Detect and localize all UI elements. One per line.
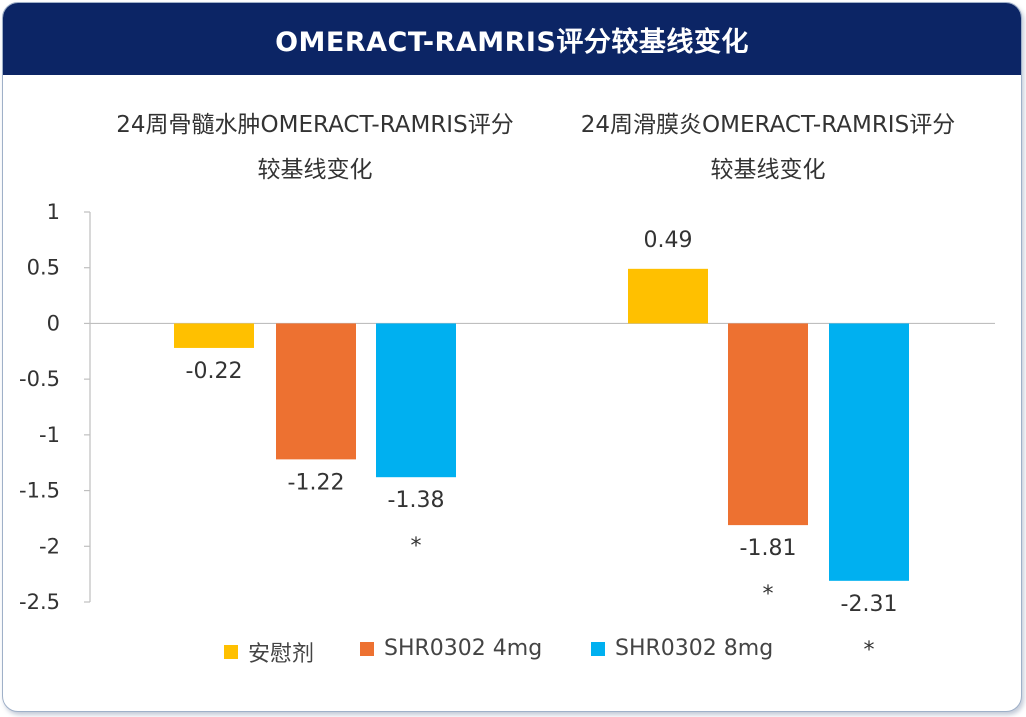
legend-item-4mg: SHR0302 4mg (360, 636, 542, 661)
panel-title-line2: 较基线变化 (258, 157, 373, 183)
data-label: 0.49 (644, 228, 693, 253)
data-label: -2.31 (841, 592, 898, 617)
data-label: -1.81 (740, 536, 797, 561)
bar (829, 323, 909, 581)
legend-swatch-placebo (224, 645, 238, 659)
data-label: -1.38 (388, 488, 445, 513)
legend: 安慰剂 SHR0302 4mg SHR0302 8mg (0, 636, 1026, 668)
legend-swatch-4mg (360, 641, 374, 656)
legend-item-placebo: 安慰剂 (224, 636, 314, 668)
data-label: -1.22 (288, 470, 345, 495)
legend-swatch-8mg (591, 641, 605, 656)
legend-label-4mg: SHR0302 4mg (384, 636, 543, 661)
legend-label-8mg: SHR0302 8mg (615, 636, 774, 661)
bar (174, 323, 254, 348)
bar (728, 323, 808, 526)
bar (628, 268, 708, 324)
y-tick-label: 0.5 (27, 256, 60, 280)
bar (376, 323, 456, 478)
y-tick-label: 0 (47, 311, 60, 335)
significance-marker: * (864, 638, 875, 663)
y-tick-label: -2.5 (19, 590, 60, 614)
page-title: OMERACT-RAMRIS评分较基线变化 (3, 3, 1021, 75)
y-tick-label: -2 (39, 534, 60, 558)
legend-item-8mg: SHR0302 8mg (591, 636, 773, 661)
y-tick-label: -1 (39, 423, 60, 447)
legend-label-placebo: 安慰剂 (248, 642, 315, 667)
panel-title-line1: 24周滑膜炎OMERACT-RAMRIS评分 (581, 112, 955, 138)
significance-marker: * (411, 534, 422, 559)
bar (276, 323, 356, 460)
y-tick-label: -0.5 (19, 367, 60, 391)
y-tick-label: 1 (47, 200, 60, 224)
panel-title-line1: 24周骨髓水肿OMERACT-RAMRIS评分 (116, 112, 513, 138)
significance-marker: * (763, 582, 774, 607)
y-tick-label: -1.5 (19, 479, 60, 503)
panel-title-line2: 较基线变化 (711, 157, 826, 183)
data-label: -0.22 (186, 359, 243, 384)
